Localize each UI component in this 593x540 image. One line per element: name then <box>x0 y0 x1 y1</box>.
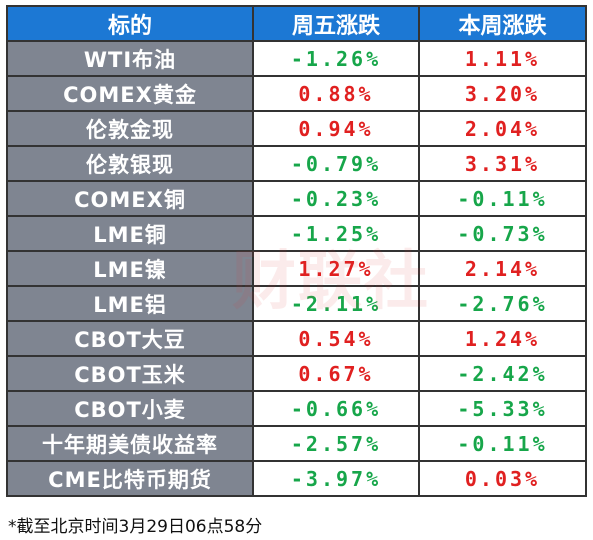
friday-change-value: 1.27% <box>252 250 420 287</box>
instrument-name: WTI布油 <box>6 40 254 77</box>
footnote: *截至北京时间3月29日06点58分 <box>8 517 263 537</box>
weekly-change-value: -2.42% <box>418 355 587 392</box>
friday-change-value: -2.11% <box>252 285 420 322</box>
table-row: CBOT玉米 0.67% -2.42% <box>6 355 587 392</box>
weekly-change-value: 2.04% <box>418 110 587 147</box>
friday-change-value: -2.57% <box>252 425 420 462</box>
table-row: CME比特币期货 -3.97% 0.03% <box>6 460 587 497</box>
table-row: 十年期美债收益率 -2.57% -0.11% <box>6 425 587 462</box>
table-row: LME铜 -1.25% -0.73% <box>6 215 587 252</box>
weekly-change-value: -0.11% <box>418 180 587 217</box>
weekly-change-value: -5.33% <box>418 390 587 427</box>
friday-change-value: 0.67% <box>252 355 420 392</box>
weekly-change-value: 3.20% <box>418 75 587 112</box>
weekly-change-value: -2.76% <box>418 285 587 322</box>
weekly-change-value: -0.73% <box>418 215 587 252</box>
table-header: 标的 周五涨跌 本周涨跌 <box>6 5 587 42</box>
market-table-container: 标的 周五涨跌 本周涨跌 WTI布油 -1.26% 1.11% COMEX黄金 0.88… <box>6 5 587 497</box>
table-row: LME镍 1.27% 2.14% <box>6 250 587 287</box>
instrument-name: CBOT大豆 <box>6 320 254 357</box>
table-row: 伦敦银现 -0.79% 3.31% <box>6 145 587 182</box>
instrument-name: LME铝 <box>6 285 254 322</box>
instrument-name: COMEX铜 <box>6 180 254 217</box>
friday-change-value: -0.66% <box>252 390 420 427</box>
weekly-change-value: 1.24% <box>418 320 587 357</box>
weekly-change-value: -0.11% <box>418 425 587 462</box>
table-row: WTI布油 -1.26% 1.11% <box>6 40 587 77</box>
header-row: 标的 周五涨跌 本周涨跌 <box>6 5 587 42</box>
instrument-name: LME镍 <box>6 250 254 287</box>
instrument-name: CME比特币期货 <box>6 460 254 497</box>
weekly-change-value: 3.31% <box>418 145 587 182</box>
instrument-name: 伦敦银现 <box>6 145 254 182</box>
market-table: 标的 周五涨跌 本周涨跌 WTI布油 -1.26% 1.11% COMEX黄金 0.88… <box>6 5 587 497</box>
weekly-change-value: 2.14% <box>418 250 587 287</box>
table-body: WTI布油 -1.26% 1.11% COMEX黄金 0.88% 3.20% 伦敦金现 0.9… <box>6 40 587 497</box>
table-row: LME铝 -2.11% -2.76% <box>6 285 587 322</box>
friday-change-value: -0.23% <box>252 180 420 217</box>
weekly-change-value: 0.03% <box>418 460 587 497</box>
weekly-change-value: 1.11% <box>418 40 587 77</box>
header-friday-change: 周五涨跌 <box>252 5 420 42</box>
instrument-name: 十年期美债收益率 <box>6 425 254 462</box>
friday-change-value: -0.79% <box>252 145 420 182</box>
friday-change-value: -1.25% <box>252 215 420 252</box>
friday-change-value: -3.97% <box>252 460 420 497</box>
table-row: CBOT小麦 -0.66% -5.33% <box>6 390 587 427</box>
header-instrument: 标的 <box>6 5 254 42</box>
friday-change-value: 0.88% <box>252 75 420 112</box>
instrument-name: COMEX黄金 <box>6 75 254 112</box>
friday-change-value: -1.26% <box>252 40 420 77</box>
instrument-name: CBOT小麦 <box>6 390 254 427</box>
friday-change-value: 0.54% <box>252 320 420 357</box>
table-row: COMEX铜 -0.23% -0.11% <box>6 180 587 217</box>
table-row: 伦敦金现 0.94% 2.04% <box>6 110 587 147</box>
table-row: COMEX黄金 0.88% 3.20% <box>6 75 587 112</box>
header-weekly-change: 本周涨跌 <box>418 5 587 42</box>
instrument-name: CBOT玉米 <box>6 355 254 392</box>
instrument-name: LME铜 <box>6 215 254 252</box>
instrument-name: 伦敦金现 <box>6 110 254 147</box>
friday-change-value: 0.94% <box>252 110 420 147</box>
table-row: CBOT大豆 0.54% 1.24% <box>6 320 587 357</box>
